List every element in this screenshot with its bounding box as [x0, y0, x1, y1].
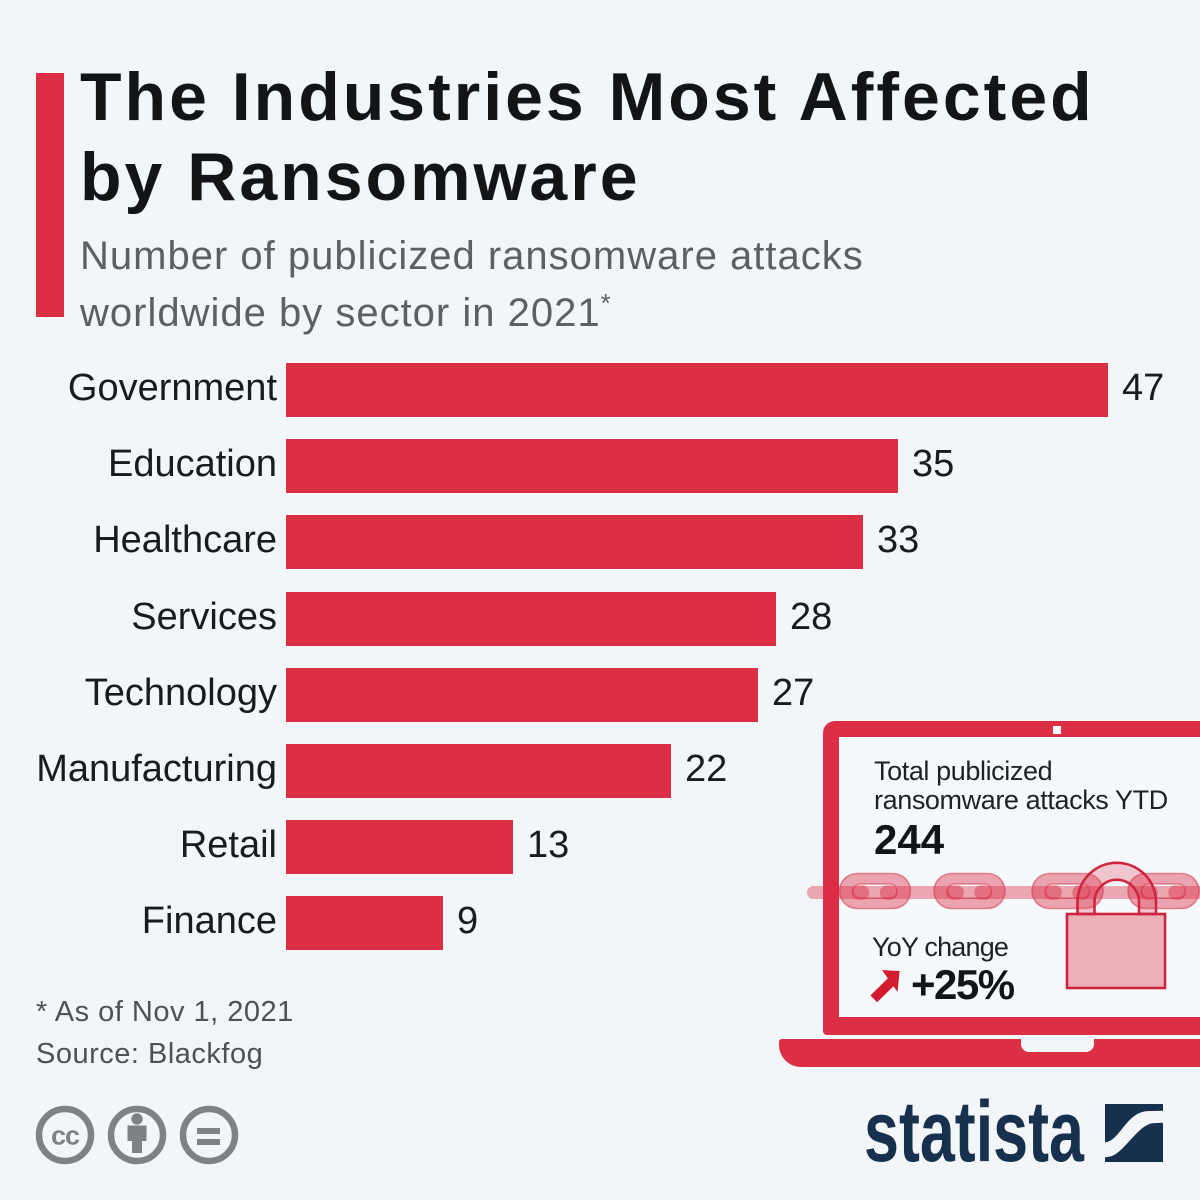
svg-text:statista: statista [864, 1084, 1085, 1180]
svg-text:cc: cc [51, 1121, 80, 1151]
